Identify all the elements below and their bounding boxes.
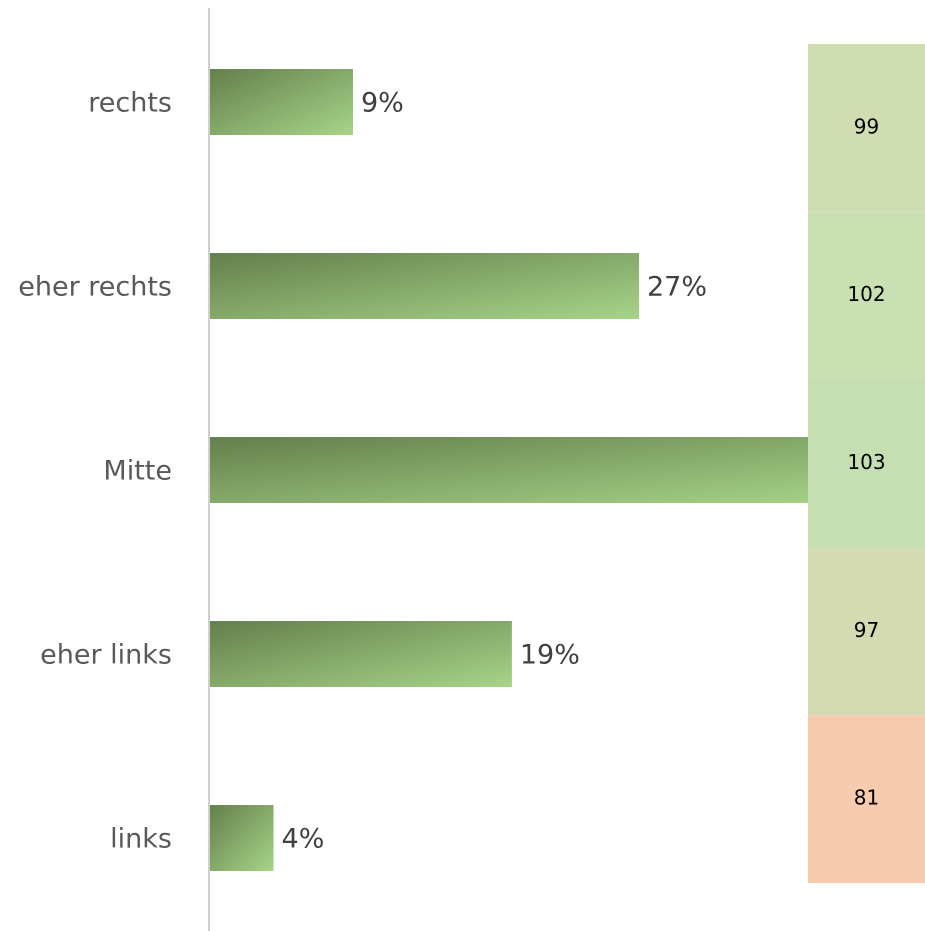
category-label: eher links (40, 640, 172, 671)
index-value: 102 (847, 282, 885, 306)
index-cell (808, 44, 925, 212)
index-cell (808, 211, 925, 380)
index-value: 81 (854, 786, 879, 810)
bar (210, 805, 274, 871)
category-label: eher rechts (18, 272, 172, 303)
value-label: 27% (647, 272, 707, 303)
index-cell (808, 547, 925, 716)
value-label: 19% (520, 640, 580, 671)
category-label: links (110, 824, 172, 855)
category-label: Mitte (103, 456, 172, 487)
value-label: 4% (282, 824, 325, 855)
value-label: 9% (361, 88, 404, 119)
index-value: 103 (847, 450, 885, 474)
bar (210, 621, 512, 687)
category-label: rechts (88, 88, 172, 119)
bar (210, 69, 353, 135)
bar (210, 253, 639, 319)
bar (210, 437, 862, 503)
index-value: 97 (854, 618, 879, 642)
index-value: 99 (854, 114, 879, 138)
index-cell (808, 715, 925, 883)
index-cell (808, 379, 925, 548)
